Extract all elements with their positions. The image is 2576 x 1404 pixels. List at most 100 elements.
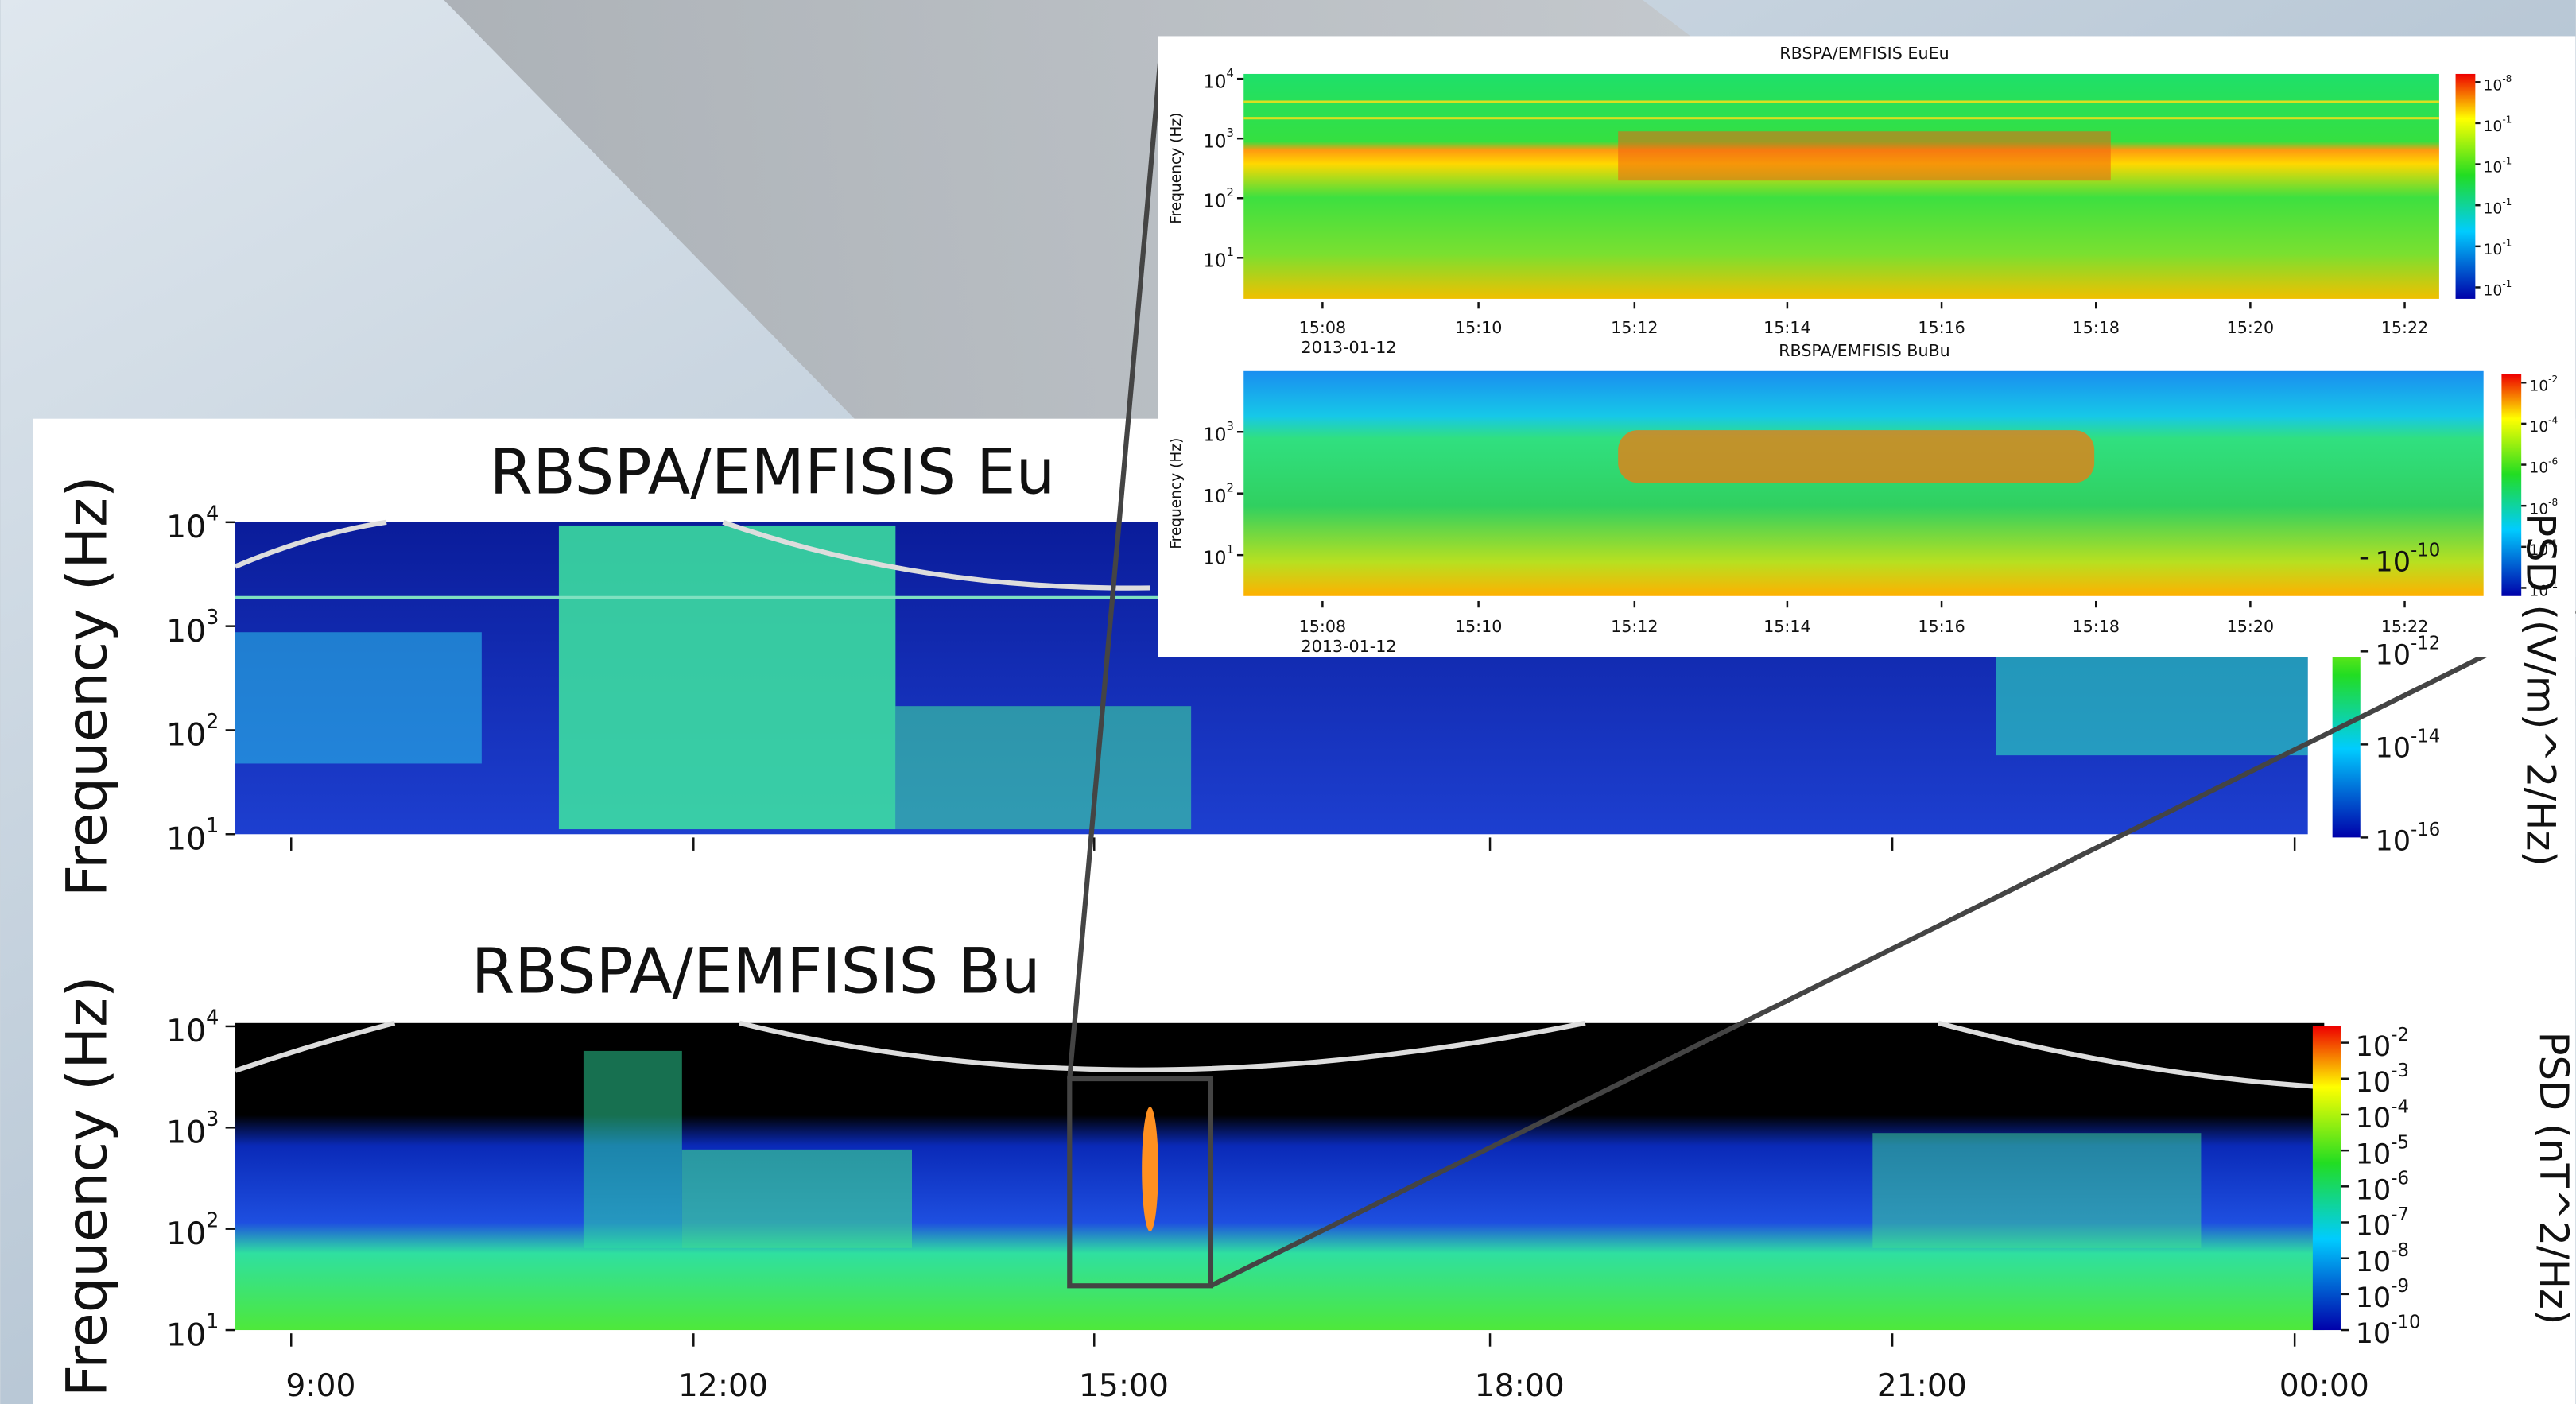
y-tick-label-exponent: 2 <box>206 710 219 734</box>
colorbar-tick-label-base: 10 <box>2484 118 2503 135</box>
y-tick-label-exponent: 1 <box>1226 246 1233 259</box>
colorbar-label: PSD (nT^2/Hz) <box>2531 1032 2576 1325</box>
colorbar-tick-label-exponent: -1 <box>2502 196 2512 207</box>
y-axis-label: Frequency (Hz) <box>1168 438 1185 549</box>
y-tick-label-exponent: 3 <box>206 1107 219 1131</box>
colorbar-tick-label-exponent: -10 <box>2411 540 2440 560</box>
date-label: 2013-01-12 <box>1302 338 1397 357</box>
y-tick-label-exponent: 1 <box>206 814 219 838</box>
spectrogram-feature <box>235 632 482 763</box>
colorbar-tick-label-base: 10 <box>2356 1174 2392 1207</box>
colorbar-tick-label-exponent: -1 <box>2502 114 2512 125</box>
colorbar-tick-label-base: 10 <box>2356 1102 2392 1134</box>
y-axis-label: Frequency (Hz) <box>54 476 119 898</box>
x-tick-label: 00:00 <box>2279 1368 2369 1404</box>
colorbar-tick-label-exponent: -9 <box>2391 1276 2409 1297</box>
colorbar-tick-label-exponent: -1 <box>2502 237 2512 248</box>
y-tick-label-base: 10 <box>166 717 206 753</box>
y-tick-label-base: 10 <box>1204 250 1227 271</box>
y-tick-label-base: 10 <box>166 1014 206 1049</box>
panel-title: RBSPA/EMFISIS Bu <box>471 934 1041 1007</box>
colorbar-tick-label-exponent: -2 <box>2548 374 2558 385</box>
colorbar-tick-label-exponent: -14 <box>2411 726 2440 747</box>
y-tick-label-exponent: 2 <box>206 1208 219 1232</box>
colorbar-tick-label-base: 10 <box>2356 1317 2392 1350</box>
x-tick-label: 15:18 <box>2072 617 2119 636</box>
colorbar-tick-label-base: 10 <box>2375 639 2411 672</box>
colorbar-tick-label-base: 10 <box>2530 460 2549 476</box>
x-tick-label: 15:22 <box>2381 318 2428 337</box>
colorbar-tick-label-exponent: -4 <box>2391 1096 2409 1117</box>
y-axis-label: Frequency (Hz) <box>1168 113 1185 224</box>
colorbar-tick-label-exponent: -5 <box>2391 1132 2409 1153</box>
x-tick-label: 9:00 <box>285 1368 355 1404</box>
panel-title: RBSPA/EMFISIS Eu <box>490 435 1056 508</box>
colorbar-tick-label-base: 10 <box>2530 541 2549 558</box>
y-tick-label-base: 10 <box>166 821 206 857</box>
page: {"main":{"panels":[ {"title":"RBSPA/EMFI… <box>0 0 2576 1404</box>
colorbar-tick-label-base: 10 <box>2356 1030 2392 1063</box>
x-tick-label: 15:08 <box>1299 318 1346 337</box>
x-tick-label: 15:18 <box>2072 318 2119 337</box>
colorbar-tick-label-exponent: -8 <box>2502 73 2512 84</box>
y-tick-label-exponent: 1 <box>206 1310 219 1334</box>
y-tick-label-exponent: 2 <box>1226 482 1233 495</box>
date-label: 2013-01-12 <box>1302 637 1397 656</box>
colorbar-tick-label-base: 10 <box>2356 1066 2392 1099</box>
spectrogram-feature <box>559 526 895 829</box>
colorbar-tick-label-base: 10 <box>2484 159 2503 176</box>
y-tick-label-exponent: 2 <box>1226 186 1233 200</box>
y-tick-label-exponent: 3 <box>1226 126 1233 140</box>
colorbar-tick-label-exponent: -6 <box>2391 1168 2409 1189</box>
x-tick-label: 15:08 <box>1299 617 1346 636</box>
x-tick-label: 21:00 <box>1877 1368 1967 1404</box>
x-tick-label: 15:12 <box>1611 318 1658 337</box>
colorbar-tick-label-base: 10 <box>2484 200 2503 217</box>
colorbar-tick-label-exponent: -1 <box>2502 278 2512 289</box>
colorbar-tick-label-exponent: -7 <box>2391 1204 2409 1224</box>
colorbar-label: PSD ((V/m)^2/Hz) <box>2517 513 2563 867</box>
x-tick-label: 15:10 <box>1455 617 1502 636</box>
colorbar-tick-label-exponent: -8 <box>2548 496 2558 507</box>
colorbar-tick-label-exponent: -4 <box>2548 414 2558 425</box>
y-tick-label-base: 10 <box>166 613 206 649</box>
x-tick-label: 15:16 <box>1918 318 1965 337</box>
x-tick-label: 15:22 <box>2381 617 2428 636</box>
spectrogram-feature <box>1142 1107 1158 1231</box>
colorbar-tick-label-base: 10 <box>2375 732 2411 765</box>
colorbar-tick-label-base: 10 <box>2484 241 2503 258</box>
x-tick-label: 15:20 <box>2227 318 2274 337</box>
colorbar-tick-label-base: 10 <box>2530 501 2549 518</box>
colorbar-tick-label-exponent: -1 <box>2548 537 2558 549</box>
colorbar-tick-label-base: 10 <box>2375 825 2411 858</box>
spectrogram-feature <box>895 706 1191 829</box>
y-tick-label-base: 10 <box>166 1216 206 1251</box>
x-tick-label: 15:14 <box>1763 617 1810 636</box>
colorbar-tick-label-base: 10 <box>2530 583 2549 599</box>
x-tick-label: 15:14 <box>1763 318 1810 337</box>
x-tick-label: 18:00 <box>1475 1368 1565 1404</box>
y-tick-label-base: 10 <box>166 1317 206 1353</box>
x-tick-label: 15:10 <box>1455 318 1502 337</box>
colorbar-tick-label-exponent: -1 <box>2502 155 2512 166</box>
x-tick-label: 15:00 <box>1079 1368 1169 1404</box>
y-tick-label-base: 10 <box>1204 72 1227 92</box>
spectrogram-feature <box>1618 131 2111 180</box>
spectrogram-feature <box>682 1150 912 1248</box>
spectrogram-feature <box>1872 1133 2201 1248</box>
colorbar-tick-label-exponent: -6 <box>2548 456 2558 467</box>
colorbar-tick-label-exponent: -3 <box>2391 1061 2409 1081</box>
y-tick-label-exponent: 3 <box>206 606 219 630</box>
spectrogram-feature <box>1618 430 2094 483</box>
y-tick-label-exponent: 1 <box>1226 543 1233 557</box>
inset-title: RBSPA/EMFISIS BuBu <box>1779 341 1950 360</box>
inset-title: RBSPA/EMFISIS EuEu <box>1779 44 1949 63</box>
x-tick-label: 15:12 <box>1611 617 1658 636</box>
x-tick-label: 15:20 <box>2227 617 2274 636</box>
y-tick-label-base: 10 <box>1204 191 1227 211</box>
y-tick-label-exponent: 4 <box>1226 67 1233 80</box>
colorbar-tick-label-base: 10 <box>2530 378 2549 394</box>
colorbar-tick-label-base: 10 <box>2530 419 2549 436</box>
y-axis-label: Frequency (Hz) <box>54 976 119 1398</box>
spectrogram-bubu <box>1243 371 2483 596</box>
